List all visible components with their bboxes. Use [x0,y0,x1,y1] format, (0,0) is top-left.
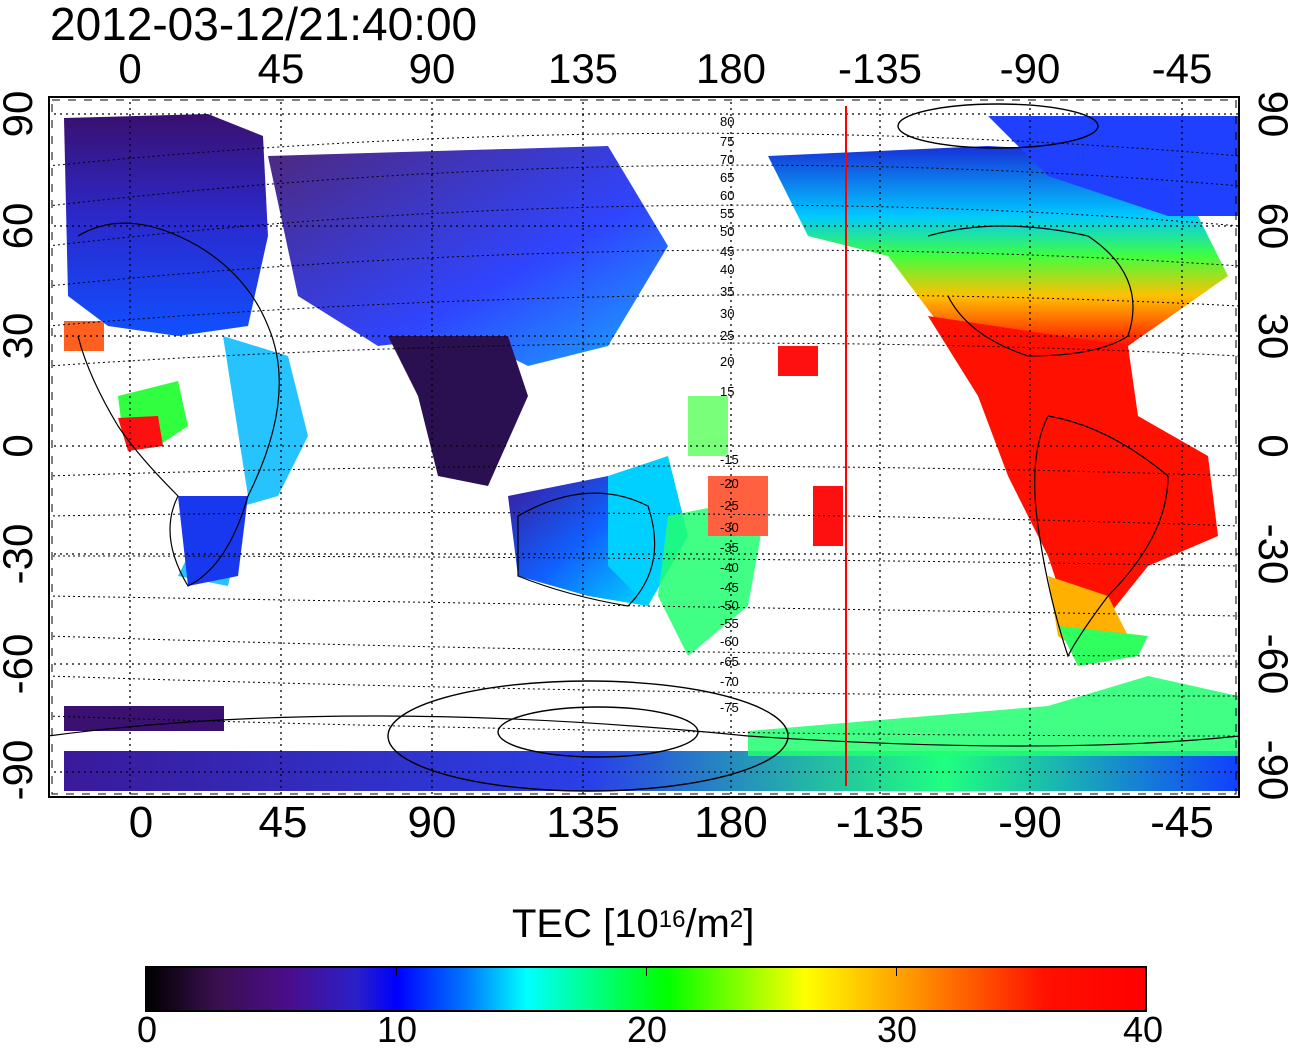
contour-label: -30 [720,520,739,535]
bottom-lon-tick: 90 [407,798,457,847]
bottom-lon-tick: 135 [546,798,620,847]
right-lat-tick: -60 [1250,633,1292,695]
colorbar-tick-label: 10 [376,1009,418,1050]
contour-label: 25 [720,328,734,343]
bottom-lon-tick: 0 [128,798,154,847]
contour-label: 35 [720,284,734,299]
top-lon-tick: 135 [547,45,619,92]
colorbar-tick-mark [396,968,397,976]
graticule-grid [48,96,1240,798]
contour-label: 30 [720,306,734,321]
top-lon-tick: 90 [408,45,456,92]
contour-label-group: 80 75 70 65 60 55 50 45 40 35 30 25 20 15 -15 -20 -25 -30… [720,114,739,715]
contour-label: 15 [720,384,734,399]
bottom-lon-tick: -135 [835,798,925,847]
bottom-lon-tick: -90 [998,798,1062,847]
colorbar-title: TEC [1016/m2] [512,902,755,946]
contour-label: -75 [720,700,739,715]
left-lat-tick: -90 [0,739,41,801]
left-lat-tick: 60 [0,202,41,250]
contour-label: -40 [720,560,739,575]
contour-label: -70 [720,674,739,689]
colorbar-tick-label: 0 [136,1009,158,1050]
contour-label: 50 [720,224,734,239]
left-lat-tick: -60 [0,633,41,695]
contour-label: -45 [720,580,739,595]
colorbar-tick-label: 40 [1122,1009,1164,1050]
contour-label: 40 [720,262,734,277]
top-lon-tick: -45 [1151,45,1213,92]
contour-label: 55 [720,206,734,221]
right-lat-tick: -30 [1250,523,1292,585]
tec-world-map: 80 75 70 65 60 55 50 45 40 35 30 25 20 15 -15 -20 -25 -30… [48,96,1240,798]
colorbar-tick-label: 30 [876,1009,918,1050]
top-lon-tick: 45 [257,45,305,92]
right-lat-tick: 0 [1250,434,1292,457]
coastlines [48,222,1240,747]
right-lat-tick: -90 [1250,739,1292,801]
top-lon-tick: -90 [999,45,1061,92]
contour-label: -50 [720,598,739,613]
colorbar-tick-mark [896,968,897,976]
magnetic-contours [48,132,1240,737]
contour-label: -65 [720,654,739,669]
right-lat-tick: 60 [1250,202,1292,250]
contour-label: 20 [720,354,734,369]
contour-label: -15 [720,452,739,467]
contour-label: 65 [720,170,734,185]
contour-label: -25 [720,498,739,513]
bottom-lon-tick: 180 [694,798,768,847]
tec-data-layer [64,114,1238,791]
top-lon-tick: 180 [695,45,767,92]
contour-label: 75 [720,134,734,149]
top-lon-tick: -135 [837,45,923,92]
left-lat-tick: 30 [0,312,41,360]
map-title: 2012-03-12/21:40:00 [50,0,478,50]
bottom-lon-tick: 45 [258,798,308,847]
contour-label: 60 [720,188,734,203]
bottom-lon-tick: -45 [1150,798,1214,847]
contour-label: -35 [720,540,739,555]
left-lat-tick: 0 [0,434,41,457]
contour-label: -55 [720,616,739,631]
colorbar-tick-mark [646,968,647,976]
contour-label: 80 [720,114,734,129]
contour-label: 70 [720,152,734,167]
right-lat-tick: 30 [1250,312,1292,360]
left-lat-tick: -30 [0,523,41,585]
contour-label: -20 [720,476,739,491]
contour-label: 45 [720,244,734,259]
left-lat-tick: 90 [0,90,41,138]
top-lon-tick: 0 [118,45,142,92]
magnetic-pole-contours [387,103,1099,792]
colorbar-tick-label: 20 [626,1009,668,1050]
contour-label: -60 [720,634,739,649]
right-lat-tick: 90 [1250,90,1292,138]
